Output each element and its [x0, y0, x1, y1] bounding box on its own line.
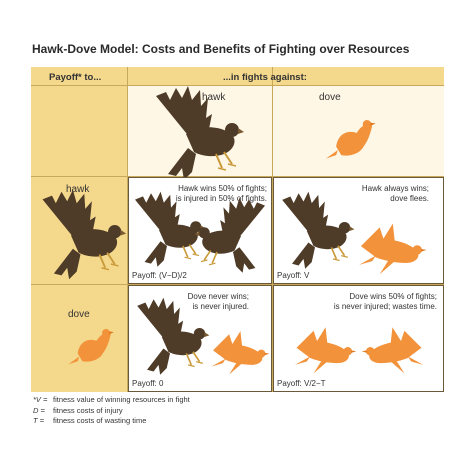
hawk-icon [274, 190, 356, 272]
payoff-label: Payoff: 0 [132, 379, 163, 388]
dove-icon [288, 322, 358, 377]
col-header-dove: dove [273, 86, 444, 176]
col-label-dove: dove [319, 92, 341, 103]
page-title: Hawk-Dove Model: Costs and Benefits of F… [32, 42, 409, 56]
payoff-label: Payoff: (V−D)/2 [132, 271, 187, 280]
cell-description: Dove wins 50% of fights; is never injure… [334, 292, 437, 311]
hawk-icon [146, 84, 246, 184]
cell-description: Hawk always wins; dove flees. [362, 184, 429, 203]
dove-icon [319, 108, 379, 168]
dove-icon [205, 326, 271, 378]
col-header-hawk: hawk [128, 86, 272, 176]
cell-dove-vs-dove: Dove wins 50% of fights; is never injure… [273, 285, 444, 392]
against-header: ...in fights against: [223, 72, 307, 83]
footnote-row: T = fitness costs of wasting time [33, 416, 190, 427]
dove-icon [62, 318, 117, 373]
payoff-label: Payoff: V [277, 271, 309, 280]
footnote-row: D = fitness costs of injury [33, 406, 190, 417]
footnotes: *V = fitness value of winning resources i… [33, 395, 190, 427]
dove-icon [360, 322, 430, 377]
payoff-to-header: Payoff* to... [49, 72, 101, 83]
dove-icon [350, 218, 430, 278]
footnote-row: *V = fitness value of winning resources i… [33, 395, 190, 406]
hawk-icon [129, 296, 211, 378]
hawk-icon [193, 196, 273, 276]
cell-hawk-vs-hawk: Hawk wins 50% of fights; is injured in 5… [128, 177, 272, 284]
payoff-label: Payoff: V/2−T [277, 379, 326, 388]
hawk-icon [33, 188, 128, 283]
cell-hawk-vs-dove: Hawk always wins; dove flees. Payoff: V [273, 177, 444, 284]
cell-dove-vs-hawk: Dove never wins; is never injured. Payof… [128, 285, 272, 392]
